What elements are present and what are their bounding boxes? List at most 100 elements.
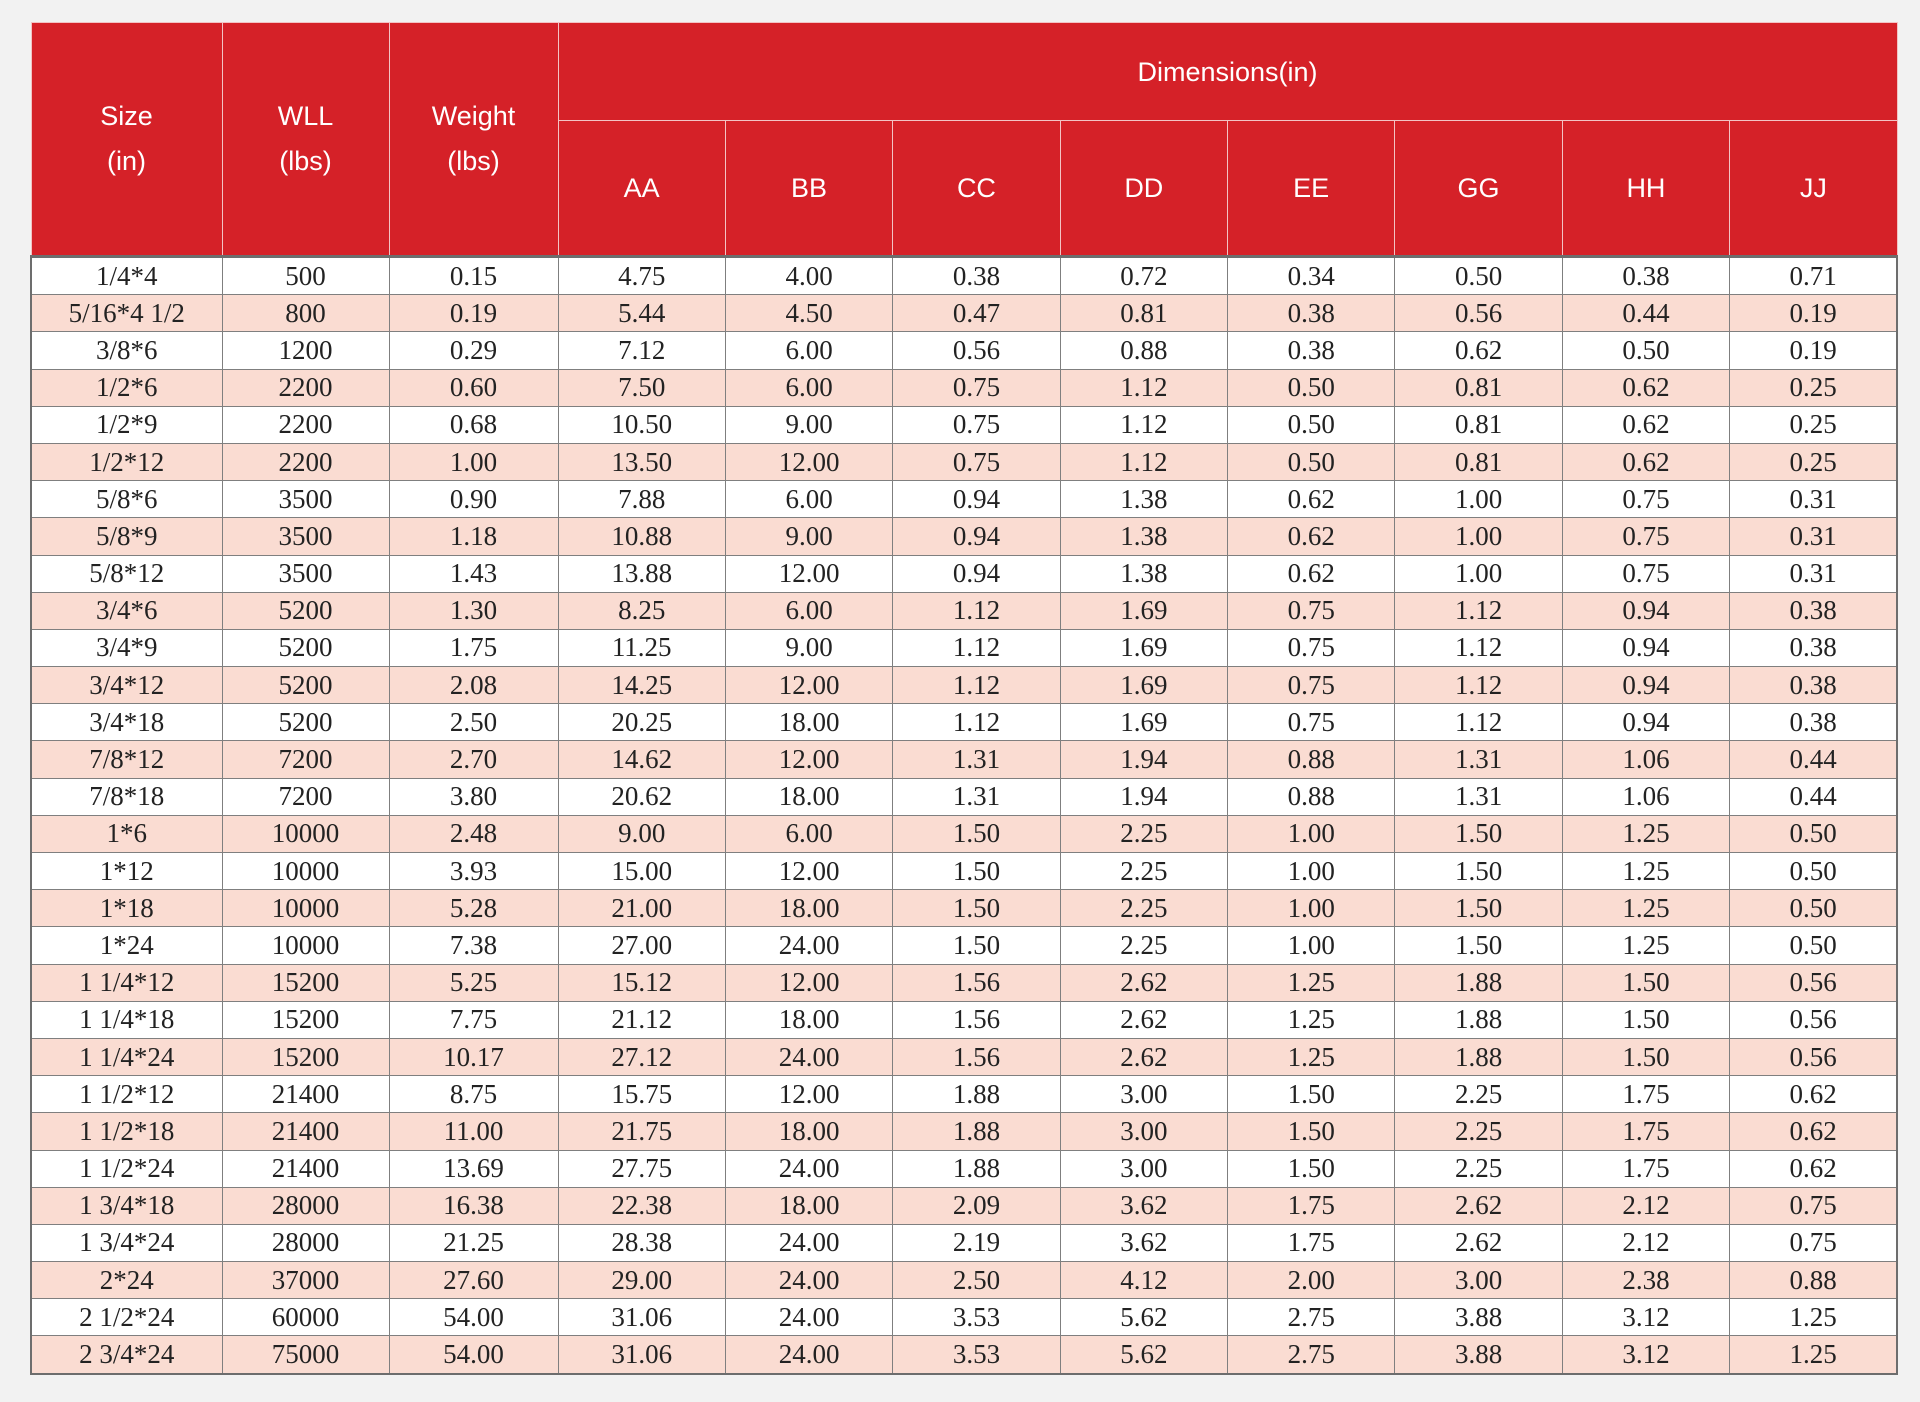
cell-hh: 2.38: [1561, 1261, 1731, 1300]
cell-weight: 2.08: [388, 666, 559, 705]
cell-gg: 0.81: [1394, 405, 1563, 444]
cell-ee: 1.00: [1226, 926, 1396, 965]
header-dim-jj: JJ: [1729, 120, 1898, 257]
cell-wll: 15200: [221, 963, 390, 1002]
table-row: 1 1/4*12 15200 5.25 15.12 12.00 1.56 2.62 1.25 1…: [30, 963, 1899, 1002]
table-row: 3/4*9 5200 1.75 11.25 9.00 1.12 1.69 0.75 1.12 0.…: [30, 628, 1899, 668]
cell-bb: 12.00: [724, 851, 894, 891]
cell-weight: 13.69: [388, 1149, 559, 1188]
cell-gg: 0.50: [1394, 254, 1563, 296]
cell-wll: 1200: [221, 331, 390, 370]
cell-cc: 1.12: [892, 666, 1061, 705]
table-row: 1 1/2*24 21400 13.69 27.75 24.00 1.88 3.00 1.50…: [30, 1149, 1899, 1188]
table-row: 1 1/2*18 21400 11.00 21.75 18.00 1.88 3.00 1.50…: [30, 1112, 1899, 1151]
cell-jj: 1.25: [1729, 1298, 1899, 1337]
cell-cc: 2.09: [892, 1186, 1061, 1225]
cell-dd: 1.38: [1059, 554, 1229, 593]
cell-wll: 5200: [221, 591, 390, 630]
cell-hh: 1.06: [1561, 777, 1731, 816]
cell-bb: 18.00: [724, 1000, 894, 1039]
table-row: 3/8*6 1200 0.29 7.12 6.00 0.56 0.88 0.38 0.62 0.5…: [30, 331, 1899, 370]
cell-hh: 2.12: [1561, 1223, 1731, 1263]
cell-weight: 3.93: [388, 851, 559, 891]
cell-aa: 28.38: [557, 1223, 726, 1263]
cell-cc: 0.94: [892, 480, 1061, 519]
cell-jj: 0.25: [1729, 405, 1899, 444]
cell-wll: 3500: [221, 480, 390, 519]
cell-aa: 27.00: [557, 926, 726, 965]
cell-dd: 2.25: [1059, 814, 1229, 854]
cell-dd: 3.00: [1059, 1112, 1229, 1151]
cell-size: 1/2*12: [30, 442, 223, 482]
cell-gg: 1.12: [1394, 628, 1563, 668]
cell-bb: 6.00: [724, 814, 894, 854]
cell-gg: 1.12: [1394, 666, 1563, 705]
cell-jj: 0.50: [1729, 851, 1899, 891]
cell-weight: 54.00: [388, 1335, 559, 1375]
header-dimensions: Dimensions(in): [557, 22, 1898, 121]
cell-hh: 0.62: [1561, 442, 1731, 482]
cell-hh: 1.50: [1561, 1000, 1731, 1039]
cell-bb: 24.00: [724, 1037, 894, 1077]
cell-weight: 3.80: [388, 777, 559, 816]
cell-ee: 1.75: [1226, 1223, 1396, 1263]
cell-hh: 1.06: [1561, 740, 1731, 779]
cell-hh: 0.94: [1561, 591, 1731, 630]
cell-gg: 2.25: [1394, 1149, 1563, 1188]
cell-wll: 60000: [221, 1298, 390, 1337]
cell-aa: 9.00: [557, 814, 726, 854]
cell-gg: 1.50: [1394, 889, 1563, 928]
cell-jj: 0.44: [1729, 740, 1899, 779]
cell-bb: 24.00: [724, 1149, 894, 1188]
cell-hh: 0.75: [1561, 554, 1731, 593]
cell-weight: 2.48: [388, 814, 559, 854]
table-row: 1*6 10000 2.48 9.00 6.00 1.50 2.25 1.00 1.50 1.25…: [30, 814, 1899, 854]
cell-hh: 1.25: [1561, 851, 1731, 891]
header-dim-hh: HH: [1561, 120, 1731, 257]
cell-ee: 0.62: [1226, 517, 1396, 556]
cell-cc: 1.88: [892, 1149, 1061, 1188]
cell-wll: 3500: [221, 517, 390, 556]
cell-size: 1*6: [30, 814, 223, 854]
table-row: 5/8*12 3500 1.43 13.88 12.00 0.94 1.38 0.62 1.00…: [30, 554, 1899, 593]
cell-aa: 13.50: [557, 442, 726, 482]
cell-aa: 15.12: [557, 963, 726, 1002]
cell-jj: 0.38: [1729, 666, 1899, 705]
cell-bb: 6.00: [724, 331, 894, 370]
cell-weight: 16.38: [388, 1186, 559, 1225]
cell-gg: 1.88: [1394, 1000, 1563, 1039]
cell-dd: 2.25: [1059, 926, 1229, 965]
cell-cc: 0.75: [892, 405, 1061, 444]
cell-cc: 0.38: [892, 254, 1061, 296]
cell-size: 1 1/2*24: [30, 1149, 223, 1188]
cell-bb: 24.00: [724, 1223, 894, 1263]
cell-cc: 1.31: [892, 740, 1061, 779]
cell-hh: 0.75: [1561, 517, 1731, 556]
cell-gg: 1.31: [1394, 777, 1563, 816]
header-size-label: Size: [100, 101, 153, 131]
cell-wll: 10000: [221, 889, 390, 928]
cell-gg: 1.00: [1394, 480, 1563, 519]
cell-wll: 2200: [221, 405, 390, 444]
table-row: 2 1/2*24 60000 54.00 31.06 24.00 3.53 5.62 2.75…: [30, 1298, 1899, 1337]
cell-aa: 14.62: [557, 740, 726, 779]
header-wll-unit: (lbs): [279, 146, 332, 176]
cell-ee: 1.50: [1226, 1112, 1396, 1151]
cell-hh: 1.25: [1561, 889, 1731, 928]
cell-cc: 1.88: [892, 1112, 1061, 1151]
cell-weight: 2.50: [388, 703, 559, 742]
cell-cc: 1.56: [892, 963, 1061, 1002]
cell-bb: 24.00: [724, 1298, 894, 1337]
cell-weight: 0.90: [388, 480, 559, 519]
cell-cc: 1.56: [892, 1037, 1061, 1077]
cell-gg: 3.88: [1394, 1335, 1563, 1375]
cell-size: 2 3/4*24: [30, 1335, 223, 1375]
table-row: 3/4*18 5200 2.50 20.25 18.00 1.12 1.69 0.75 1.12…: [30, 703, 1899, 742]
cell-aa: 22.38: [557, 1186, 726, 1225]
cell-bb: 4.50: [724, 294, 894, 333]
cell-weight: 1.75: [388, 628, 559, 668]
table-row: 2*24 37000 27.60 29.00 24.00 2.50 4.12 2.00 3.00…: [30, 1261, 1899, 1300]
cell-dd: 1.12: [1059, 405, 1229, 444]
cell-bb: 12.00: [724, 1075, 894, 1114]
